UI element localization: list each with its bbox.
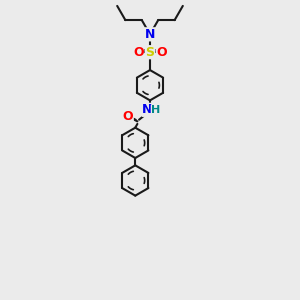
Text: N: N [142, 103, 153, 116]
Text: O: O [133, 46, 144, 59]
Text: S: S [146, 46, 154, 59]
Text: H: H [151, 105, 160, 115]
Text: N: N [145, 28, 155, 41]
Text: O: O [123, 110, 133, 123]
Text: O: O [156, 46, 167, 59]
